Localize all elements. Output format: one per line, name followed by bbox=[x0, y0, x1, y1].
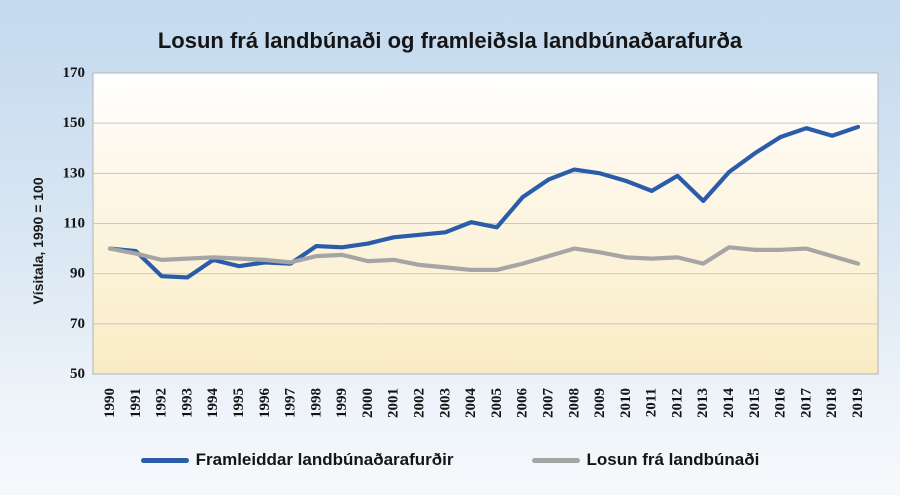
legend-item-production: Framleiddar landbúnaðarafurðir bbox=[140, 450, 454, 470]
y-tick-label-70: 70 bbox=[70, 316, 85, 332]
legend-line-icon-production bbox=[140, 457, 189, 463]
x-tick-label-2006: 2006 bbox=[515, 388, 531, 419]
x-tick-label-2011: 2011 bbox=[644, 388, 660, 417]
x-tick-label-2008: 2008 bbox=[566, 388, 582, 418]
x-tick-label-2007: 2007 bbox=[540, 388, 556, 419]
x-tick-label-1991: 1991 bbox=[128, 388, 144, 418]
legend-item-emissions: Losun frá landbúnaði bbox=[531, 450, 760, 470]
x-tick-label-1992: 1992 bbox=[154, 388, 170, 418]
y-tick-label-90: 90 bbox=[70, 266, 85, 282]
x-tick-label-2012: 2012 bbox=[669, 388, 685, 418]
x-tick-label-2000: 2000 bbox=[360, 388, 376, 418]
x-tick-label-1994: 1994 bbox=[205, 388, 221, 419]
x-tick-label-1997: 1997 bbox=[283, 388, 299, 419]
x-tick-label-1996: 1996 bbox=[257, 388, 273, 419]
x-tick-label-2019: 2019 bbox=[850, 388, 866, 418]
x-tick-label-2018: 2018 bbox=[824, 388, 840, 418]
x-tick-label-2010: 2010 bbox=[618, 388, 634, 418]
x-tick-label-1993: 1993 bbox=[179, 388, 195, 418]
series-line-production bbox=[107, 124, 861, 280]
x-tick-label-1998: 1998 bbox=[308, 388, 324, 418]
x-tick-label-2003: 2003 bbox=[437, 388, 453, 418]
x-tick-label-2015: 2015 bbox=[747, 388, 763, 418]
legend-line-icon-emissions bbox=[531, 457, 580, 463]
y-tick-label-170: 170 bbox=[63, 65, 86, 81]
x-tick-label-1995: 1995 bbox=[231, 388, 247, 418]
x-tick-label-1990: 1990 bbox=[102, 388, 118, 418]
line-chart: 50 70 90 110 130 150 170 1990 1991 1992 1993 1994 19… bbox=[63, 65, 879, 419]
chart-title: Losun frá landbúnaði og framleiðsla land… bbox=[157, 28, 743, 53]
x-tick-label-2013: 2013 bbox=[695, 388, 711, 418]
x-tick-label-2017: 2017 bbox=[798, 388, 814, 419]
chart-legend: Framleiddar landbúnaðarafurðir Losun frá… bbox=[0, 450, 900, 470]
legend-label-emissions: Losun frá landbúnaði bbox=[586, 450, 760, 469]
y-tick-label-130: 130 bbox=[63, 165, 86, 181]
x-tick-label-2002: 2002 bbox=[412, 388, 428, 418]
y-tick-label-110: 110 bbox=[63, 216, 85, 232]
x-tick-label-2001: 2001 bbox=[386, 388, 402, 418]
series-line-emissions bbox=[107, 245, 861, 273]
x-tick-label-2014: 2014 bbox=[721, 388, 737, 419]
y-tick-label-150: 150 bbox=[63, 115, 86, 131]
legend-label-production: Framleiddar landbúnaðarafurðir bbox=[195, 450, 454, 469]
y-tick-label-50: 50 bbox=[70, 366, 85, 382]
x-tick-label-2016: 2016 bbox=[773, 388, 789, 419]
x-tick-label-2004: 2004 bbox=[463, 388, 479, 419]
x-tick-label-2005: 2005 bbox=[489, 388, 505, 418]
x-tick-label-1999: 1999 bbox=[334, 388, 350, 418]
x-tick-label-2009: 2009 bbox=[592, 388, 608, 418]
